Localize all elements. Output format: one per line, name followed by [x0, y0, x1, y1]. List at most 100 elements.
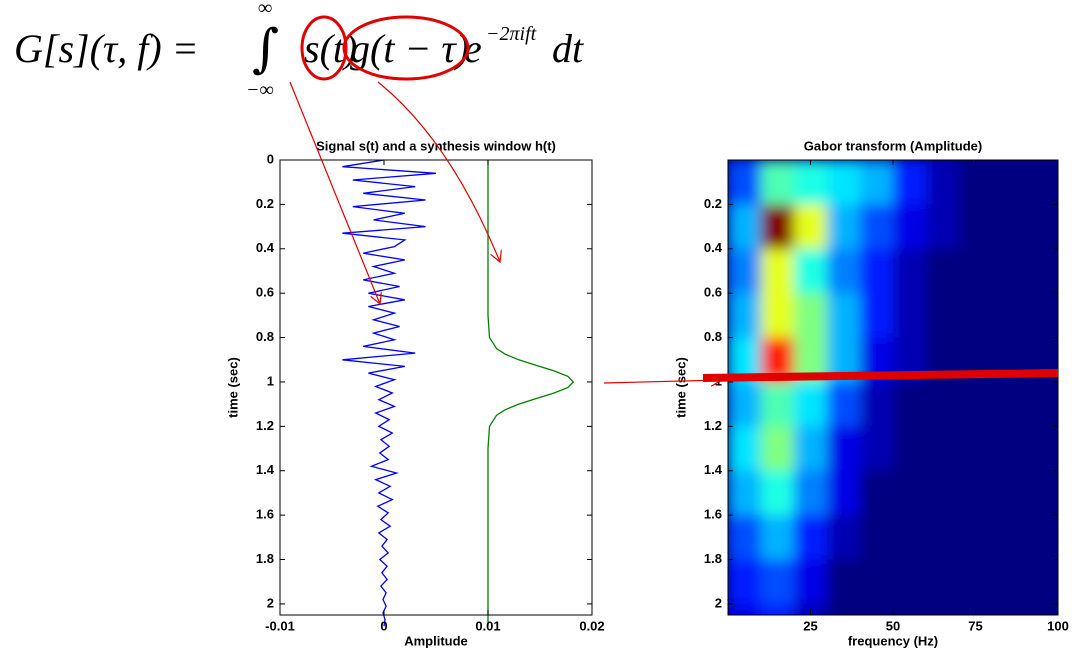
formula-upper-limit: ∞: [258, 0, 272, 19]
heatmap-cell: [926, 293, 960, 339]
heatmap-cell: [761, 293, 795, 339]
heatmap-cell: [728, 160, 762, 205]
plot-frame: [279, 159, 593, 616]
heatmap-cell: [1025, 426, 1058, 472]
heatmap-cell: [926, 470, 960, 516]
formula-integral: ∫: [252, 19, 279, 79]
x-tick-label: 0.02: [579, 618, 604, 633]
heatmap-cell: [926, 160, 960, 205]
heatmap-cell: [761, 559, 795, 605]
heatmap-cell: [761, 603, 795, 615]
x-axis-label: frequency (Hz): [848, 633, 938, 648]
heatmap-cell: [992, 160, 1026, 205]
heatmap-cell: [860, 160, 894, 205]
arrow-signal: [289, 81, 380, 304]
chart-title: Gabor transform (Amplitude): [804, 138, 982, 153]
heatmap-cell: [959, 381, 993, 427]
heatmap-cell: [728, 293, 762, 339]
heatmap-cell: [728, 603, 762, 615]
heatmap-cell: [1025, 603, 1058, 615]
heatmap-cell: [794, 603, 828, 615]
heatmap-cell: [893, 470, 927, 516]
circle-signal: [300, 15, 348, 81]
chart: 25 50 75 1000.20.40.60.811.21.41.61.82Gabor…: [673, 138, 1068, 648]
heatmap-cell: [860, 515, 894, 561]
chart: -0.01 0 0.01 0.02 0 0.2 0.4 0.6 0.8 1 1.2 1.4 1.6 1.8…: [225, 138, 604, 648]
heatmap-cell: [728, 248, 762, 294]
x-tick-label: 50: [886, 618, 900, 633]
heatmap-cell: [926, 603, 960, 615]
y-tick-label: 0.2: [256, 196, 274, 211]
heatmap-cell: [728, 204, 762, 250]
heatmap-cell: [728, 470, 762, 516]
heatmap-cell: [728, 515, 762, 561]
heatmap-cell: [761, 470, 795, 516]
heatmap-cell: [893, 160, 927, 205]
heatmap-cell: [926, 381, 960, 427]
formula-exp: e: [464, 26, 482, 71]
heatmap-cell: [761, 248, 795, 294]
heatmap-cell: [827, 470, 861, 516]
heatmap-cell: [992, 426, 1026, 472]
y-tick-label: 1.8: [256, 551, 274, 566]
heatmap-cell: [1025, 248, 1058, 294]
heatmap-cell: [794, 470, 828, 516]
heatmap-cell: [1025, 293, 1058, 339]
heatmap-cell: [761, 381, 795, 427]
heatmap-cell: [992, 515, 1026, 561]
y-tick-label: 0.2: [704, 196, 722, 211]
heatmap-cell: [860, 470, 894, 516]
x-tick-label: 0: [380, 618, 387, 633]
heatmap-cell: [860, 248, 894, 294]
heatmap-cell: [959, 204, 993, 250]
heatmap-cell: [1025, 381, 1058, 427]
heatmap-cell: [827, 559, 861, 605]
heatmap-cell: [1025, 160, 1058, 205]
heatmap-cell: [827, 160, 861, 205]
y-tick-label: 1.2: [704, 418, 722, 433]
y-tick-label: 1.6: [256, 507, 274, 522]
x-tick-label: 25: [803, 618, 817, 633]
y-tick-label: 1.4: [256, 462, 275, 477]
x-tick-label: 75: [968, 618, 982, 633]
heatmap-cell: [959, 248, 993, 294]
heatmap-cell: [827, 293, 861, 339]
series-line: [342, 159, 437, 627]
heatmap-cell: [992, 559, 1026, 605]
arrow-to-transform: [603, 380, 722, 383]
arrow-window: [377, 81, 500, 262]
series-line: [487, 160, 575, 627]
heatmap-cell: [794, 248, 828, 294]
heatmap-cell: [794, 381, 828, 427]
heatmap-cell: [959, 515, 993, 561]
y-tick-label: 0.6: [704, 285, 722, 300]
heatmap-cell: [860, 426, 894, 472]
heatmap-cell: [1025, 204, 1058, 250]
heatmap-cell: [926, 515, 960, 561]
y-tick-label: 1.6: [704, 507, 722, 522]
y-tick-label: 1: [267, 373, 274, 388]
heatmap-cell: [893, 248, 927, 294]
heatmap-cell: [959, 603, 993, 615]
heatmap-cell: [1025, 470, 1058, 516]
heatmap-cell: [1025, 559, 1058, 605]
heatmap-cell: [992, 603, 1026, 615]
formula: G[s](τ, f) = ∫ ∞ −∞ s(t) g(t − τ) e −2πi…: [14, 0, 584, 101]
heatmap-cell: [926, 248, 960, 294]
y-tick-label: 0.8: [704, 329, 722, 344]
heatmap-cell: [761, 204, 795, 250]
heatmap-cell: [860, 204, 894, 250]
heatmap-blur: [728, 160, 1058, 615]
heatmap-cell: [728, 426, 762, 472]
y-tick-label: 0: [267, 151, 274, 166]
time-slice-line: [702, 369, 1059, 382]
annotations: [289, 15, 1059, 383]
formula-lower-limit: −∞: [246, 79, 274, 101]
heatmap-cell: [992, 470, 1026, 516]
heatmap-cell: [827, 204, 861, 250]
heatmap-cell: [992, 204, 1026, 250]
heatmap-cell: [827, 248, 861, 294]
heatmap-cell: [959, 160, 993, 205]
heatmap-cell: [827, 381, 861, 427]
heatmap-cell: [893, 559, 927, 605]
